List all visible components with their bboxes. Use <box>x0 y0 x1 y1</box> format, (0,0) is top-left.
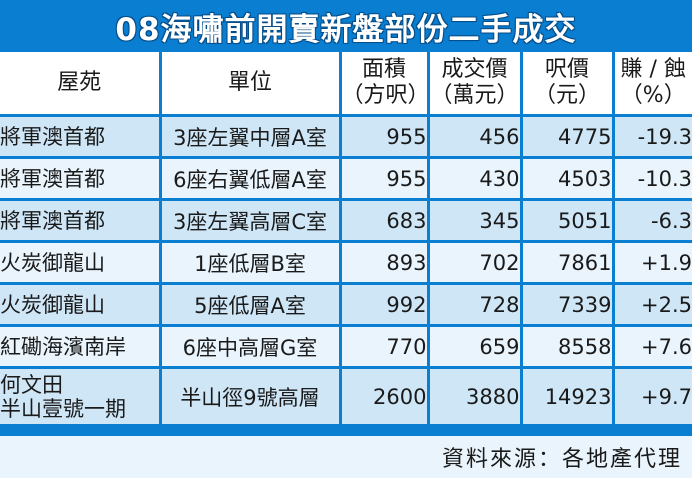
cell-price: 728 <box>428 283 523 327</box>
cell-psf: 4775 <box>521 115 615 159</box>
table-row: 將軍澳首都 3座左翼中層A室 955 456 4775 -19.3 <box>0 115 692 159</box>
column-header-unit-label: （元） <box>533 83 600 108</box>
cell-area: 992 <box>340 283 430 327</box>
cell-change: +1.9 <box>613 241 692 285</box>
cell-change: -19.3 <box>613 115 692 159</box>
cell-unit: 6座右翼低層A室 <box>160 157 342 201</box>
column-header-unit-label: （%） <box>620 83 686 108</box>
cell-change: +2.5 <box>613 283 692 327</box>
estate-name: 將軍澳首都 <box>0 124 105 149</box>
cell-estate: 火炭御龍山 <box>0 283 162 327</box>
cell-change: +7.6 <box>613 325 692 369</box>
column-header-estate: 屋苑 <box>0 52 162 117</box>
cell-psf: 5051 <box>521 199 615 243</box>
title-bar: 08海嘯前開賣新盤部份二手成交 <box>0 0 692 52</box>
cell-unit: 半山徑9號高層 <box>160 367 342 427</box>
cell-price: 659 <box>428 325 523 369</box>
cell-psf: 14923 <box>521 367 615 427</box>
estate-name: 將軍澳首都 <box>0 208 105 233</box>
estate-name: 半山壹號一期 <box>0 396 126 421</box>
table-row: 將軍澳首都 6座右翼低層A室 955 430 4503 -10.3 <box>0 157 692 201</box>
source-note: 資料來源：各地產代理 <box>441 447 682 472</box>
cell-area: 770 <box>340 325 430 369</box>
cell-area: 893 <box>340 241 430 285</box>
table-row: 將軍澳首都 3座左翼高層C室 683 345 5051 -6.3 <box>0 199 692 243</box>
cell-psf: 7339 <box>521 283 615 327</box>
column-header-label: 成交價 <box>441 57 508 82</box>
column-header-unit-label: （萬元） <box>430 83 519 108</box>
cell-unit: 5座低層A室 <box>160 283 342 327</box>
column-header-price: 成交價 （萬元） <box>428 52 523 117</box>
column-header-psf: 呎價 （元） <box>521 52 615 117</box>
estate-name: 火炭御龍山 <box>0 250 105 275</box>
cell-change: +9.7 <box>613 367 692 427</box>
cell-psf: 7861 <box>521 241 615 285</box>
cell-price: 3880 <box>428 367 523 427</box>
cell-unit: 3座左翼中層A室 <box>160 115 342 159</box>
cell-unit: 1座低層B室 <box>160 241 342 285</box>
column-header-label: 屋苑 <box>57 70 102 95</box>
table-row: 火炭御龍山 5座低層A室 992 728 7339 +2.5 <box>0 283 692 327</box>
cell-estate: 將軍澳首都 <box>0 157 162 201</box>
column-header-unit-label: （方呎） <box>341 83 428 108</box>
cell-estate: 何文田 半山壹號一期 <box>0 367 162 427</box>
estate-name: 紅磡海濱南岸 <box>0 334 126 359</box>
column-header-label: 面積 <box>361 57 406 82</box>
source-footer: 資料來源：各地產代理 <box>0 436 692 478</box>
cell-price: 430 <box>428 157 523 201</box>
cell-estate: 紅磡海濱南岸 <box>0 325 162 369</box>
cell-estate: 將軍澳首都 <box>0 115 162 159</box>
cell-psf: 4503 <box>521 157 615 201</box>
header-row: 屋苑 單位 面積 （方呎） 成交價 （萬元） 呎價 （元） <box>0 52 692 117</box>
cell-area: 2600 <box>340 367 430 427</box>
column-header-label: 單位 <box>227 70 272 95</box>
cell-change: -10.3 <box>613 157 692 201</box>
column-header-unit: 單位 <box>160 52 342 117</box>
cell-price: 456 <box>428 115 523 159</box>
cell-unit: 6座中高層G室 <box>160 325 342 369</box>
column-header-label: 呎價 <box>544 57 589 82</box>
table-row: 何文田 半山壹號一期 半山徑9號高層 2600 3880 14923 +9.7 <box>0 367 692 427</box>
cell-estate: 將軍澳首都 <box>0 199 162 243</box>
cell-price: 345 <box>428 199 523 243</box>
transactions-table: 屋苑 單位 面積 （方呎） 成交價 （萬元） 呎價 （元） <box>0 52 692 427</box>
column-header-change: 賺 / 蝕 （%） <box>613 52 692 117</box>
cell-unit: 3座左翼高層C室 <box>160 199 342 243</box>
column-header-area: 面積 （方呎） <box>340 52 430 117</box>
column-header-label: 賺 / 蝕 <box>620 57 686 82</box>
table-row: 紅磡海濱南岸 6座中高層G室 770 659 8558 +7.6 <box>0 325 692 369</box>
cell-area: 955 <box>340 157 430 201</box>
estate-name: 火炭御龍山 <box>0 292 105 317</box>
table-row: 火炭御龍山 1座低層B室 893 702 7861 +1.9 <box>0 241 692 285</box>
cell-area: 683 <box>340 199 430 243</box>
cell-psf: 8558 <box>521 325 615 369</box>
cell-price: 702 <box>428 241 523 285</box>
estate-name: 將軍澳首都 <box>0 166 105 191</box>
estate-name: 何文田 <box>0 372 63 397</box>
cell-estate: 火炭御龍山 <box>0 241 162 285</box>
cell-area: 955 <box>340 115 430 159</box>
cell-change: -6.3 <box>613 199 692 243</box>
page-title: 08海嘯前開賣新盤部份二手成交 <box>115 11 577 48</box>
